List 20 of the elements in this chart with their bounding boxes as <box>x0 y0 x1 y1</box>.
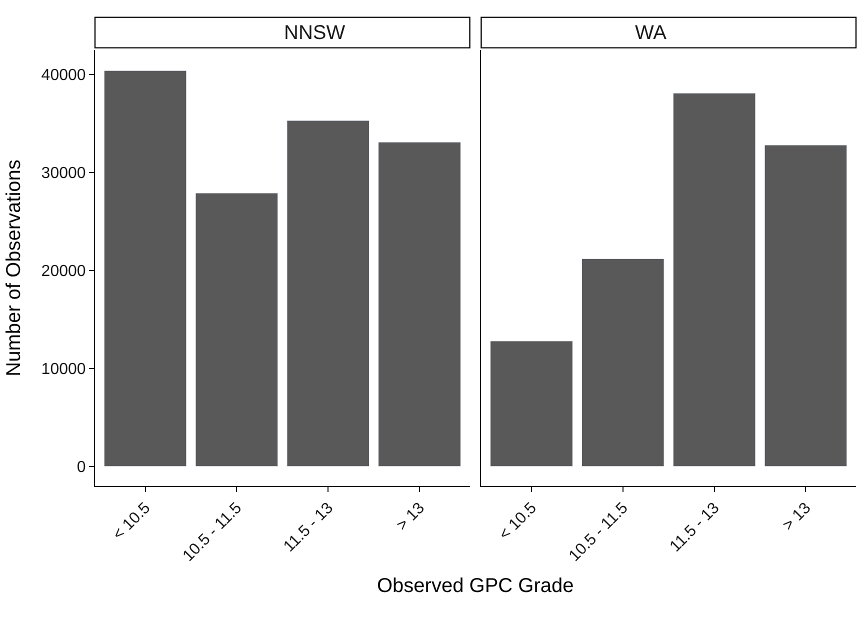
y-tick-label: 10000 <box>41 361 86 378</box>
y-axis-title: Number of Observations <box>2 160 25 376</box>
y-tick-label: 20000 <box>41 263 86 280</box>
y-tick-label: 30000 <box>41 165 86 182</box>
bar <box>490 340 573 467</box>
bar <box>378 142 461 467</box>
chart-title: WA <box>635 22 668 44</box>
bar <box>582 258 664 467</box>
bar <box>672 92 756 467</box>
bar <box>195 192 278 467</box>
bar <box>104 70 187 467</box>
x-tick-label: > 13 <box>394 500 428 534</box>
x-axis-title: Observed GPC Grade <box>377 575 574 597</box>
x-tick-label: 11.5 - 13 <box>666 500 723 556</box>
y-tick-label: 0 <box>76 459 86 476</box>
x-tick-label: > 13 <box>780 500 814 534</box>
bar <box>286 120 370 467</box>
bar <box>764 144 848 467</box>
chart-title: NNSW <box>284 22 346 44</box>
y-tick-label: 40000 <box>41 67 86 84</box>
